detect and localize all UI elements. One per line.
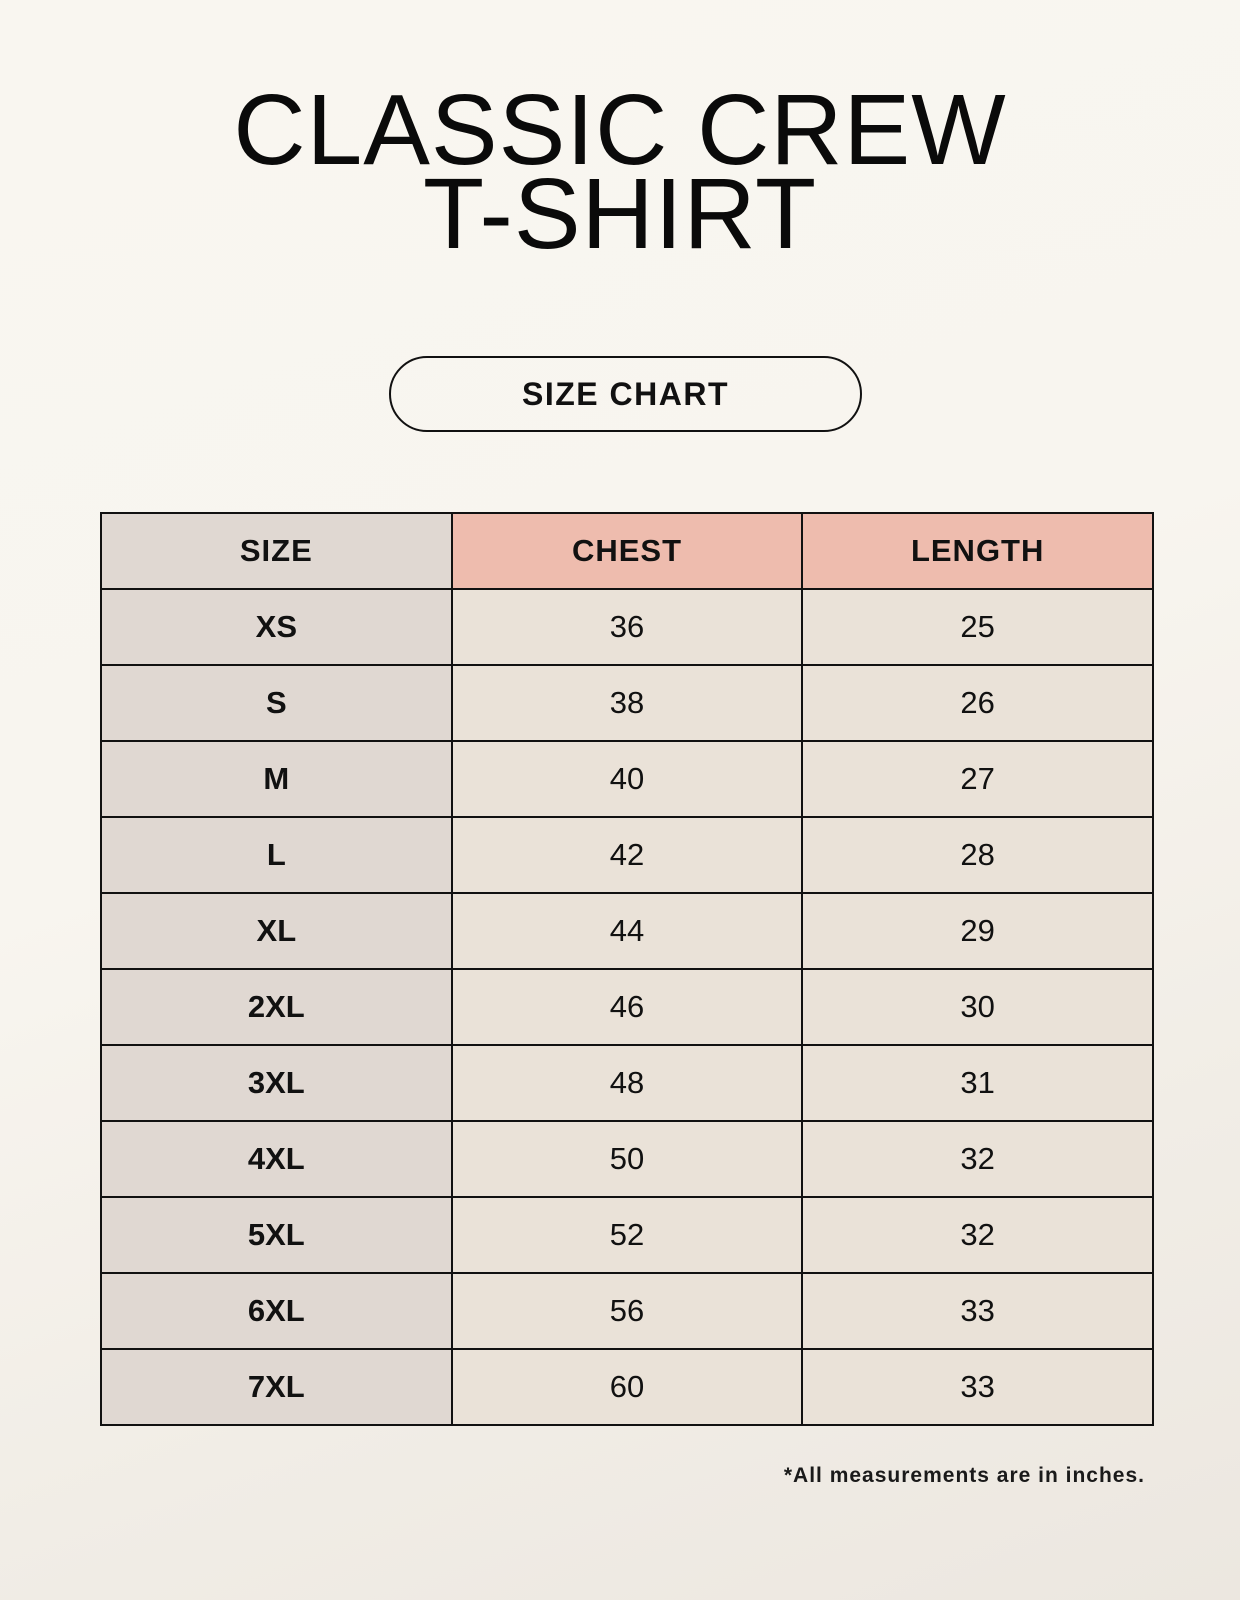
size-cell: XL: [100, 892, 453, 970]
page-title: CLASSIC CREW T-SHIRT: [0, 74, 1240, 270]
length-cell: 30: [801, 968, 1154, 1046]
table-row: 5XL 52 32: [100, 1196, 1154, 1274]
chest-cell: 42: [450, 816, 804, 894]
header-size: SIZE: [100, 512, 453, 590]
chest-cell: 38: [450, 664, 804, 742]
size-cell: S: [100, 664, 453, 742]
table-row: XL 44 29: [100, 892, 1154, 970]
chest-cell: 36: [450, 588, 804, 666]
length-cell: 27: [801, 740, 1154, 818]
chest-cell: 46: [450, 968, 804, 1046]
footnote: *All measurements are in inches.: [783, 1464, 1145, 1487]
size-cell: M: [100, 740, 453, 818]
chest-cell: 50: [450, 1120, 804, 1198]
table-row: 3XL 48 31: [100, 1044, 1154, 1122]
length-cell: 26: [801, 664, 1154, 742]
length-cell: 32: [801, 1120, 1154, 1198]
size-cell: L: [100, 816, 453, 894]
size-cell: 3XL: [100, 1044, 453, 1122]
chest-cell: 40: [450, 740, 804, 818]
title-line-2: T-SHIRT: [422, 158, 818, 270]
table-row: XS 36 25: [100, 588, 1154, 666]
length-cell: 33: [801, 1272, 1154, 1350]
chest-cell: 56: [450, 1272, 804, 1350]
table-row: 2XL 46 30: [100, 968, 1154, 1046]
size-table: SIZE CHEST LENGTH XS 36 25 S 38 26 M 40 27 L 42 28 X…: [100, 512, 1154, 1426]
chest-cell: 44: [450, 892, 804, 970]
length-cell: 32: [801, 1196, 1154, 1274]
length-cell: 29: [801, 892, 1154, 970]
size-cell: 5XL: [100, 1196, 453, 1274]
table-header-row: SIZE CHEST LENGTH: [100, 512, 1154, 590]
header-chest: CHEST: [450, 512, 804, 590]
table-row: 6XL 56 33: [100, 1272, 1154, 1350]
length-cell: 33: [801, 1348, 1154, 1426]
length-cell: 31: [801, 1044, 1154, 1122]
chest-cell: 48: [450, 1044, 804, 1122]
length-cell: 28: [801, 816, 1154, 894]
size-chart-badge: SIZE CHART: [389, 356, 862, 432]
table-row: 4XL 50 32: [100, 1120, 1154, 1198]
table-row: M 40 27: [100, 740, 1154, 818]
header-length: LENGTH: [801, 512, 1154, 590]
chest-cell: 52: [450, 1196, 804, 1274]
table-row: S 38 26: [100, 664, 1154, 742]
size-cell: 2XL: [100, 968, 453, 1046]
table-row: L 42 28: [100, 816, 1154, 894]
title-line-1: CLASSIC CREW: [233, 74, 1007, 186]
size-cell: 7XL: [100, 1348, 453, 1426]
table-row: 7XL 60 33: [100, 1348, 1154, 1426]
size-cell: XS: [100, 588, 453, 666]
size-cell: 6XL: [100, 1272, 453, 1350]
length-cell: 25: [801, 588, 1154, 666]
chest-cell: 60: [450, 1348, 804, 1426]
size-cell: 4XL: [100, 1120, 453, 1198]
